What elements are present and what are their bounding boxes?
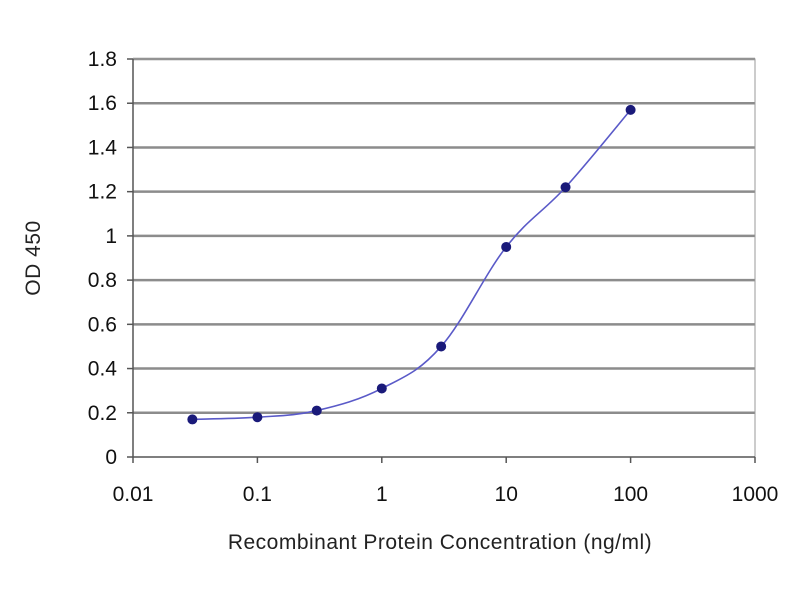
data-point (376, 383, 387, 394)
data-point (436, 341, 447, 352)
y-axis-title: OD 450 (22, 220, 45, 295)
data-point (560, 182, 571, 193)
y-tick-label: 1.8 (88, 48, 117, 71)
y-tick-label: 1.6 (88, 92, 117, 115)
plot-frame (132, 58, 756, 458)
y-tick-label: 0.2 (88, 402, 117, 425)
y-tick-label: 0.8 (88, 269, 117, 292)
x-tick-label: 10 (495, 483, 518, 506)
y-tick-label: 0 (105, 446, 117, 469)
y-tick-label: 0.6 (88, 313, 117, 336)
x-tick-label: 1 (376, 483, 388, 506)
data-point (311, 405, 322, 416)
axes (127, 58, 756, 463)
tick-labels: 0 0.2 0.4 0.6 0.8 1 1.2 1.4 1.6 1.8 0.01 0.1 1 10 100 1… (88, 48, 779, 506)
x-tick-label: 1000 (732, 483, 779, 506)
data-point (501, 241, 512, 252)
x-tick-label: 0.01 (113, 483, 154, 506)
x-tick-label: 100 (613, 483, 648, 506)
y-tick-label: 1 (105, 225, 117, 248)
y-tick-label: 1.4 (88, 136, 118, 159)
y-tick-label: 0.4 (88, 358, 118, 381)
data-point (625, 104, 636, 115)
grid-lines (133, 57, 755, 415)
data-point (187, 414, 198, 425)
series-layer (187, 104, 636, 425)
y-tick-label: 1.2 (88, 181, 117, 204)
x-axis-title: Recombinant Protein Concentration (ng/ml… (228, 531, 652, 554)
data-point (252, 412, 263, 423)
series-line (192, 109, 632, 421)
x-tick-label: 0.1 (243, 483, 272, 506)
